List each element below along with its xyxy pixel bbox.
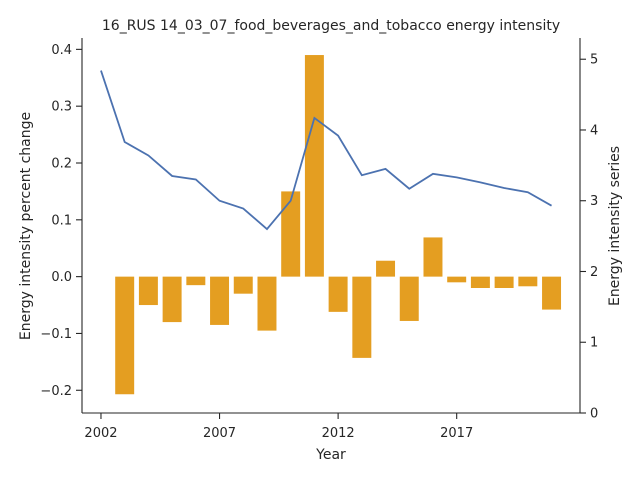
bar	[233, 276, 253, 294]
chart-title: 16_RUS 14_03_07_food_beverages_and_tobac…	[102, 18, 560, 34]
y-ticks-left: −0.2 −0.1 0.0 0.1 0.2 0.3 0.4	[40, 43, 82, 399]
bar	[494, 276, 514, 288]
y-tick-label-left: 0.3	[51, 100, 72, 115]
line-series	[100, 70, 552, 231]
y-tick-label-left: 0.1	[51, 213, 72, 228]
axes	[81, 38, 581, 414]
bar-series	[115, 55, 562, 395]
y-tick-label-left: 0.4	[51, 43, 72, 58]
bar	[542, 276, 562, 310]
bar	[352, 276, 372, 358]
y-ticks-right: 0 1 2 3 4 5	[580, 53, 598, 422]
y-tick-label-left: 0.0	[51, 270, 72, 285]
bar	[162, 276, 182, 323]
bar	[328, 276, 348, 312]
y-tick-label-left: 0.2	[51, 157, 72, 172]
bar	[518, 276, 538, 287]
y-axis-label-right: Energy intensity series	[607, 146, 623, 306]
bar	[115, 276, 135, 395]
bar	[304, 55, 324, 277]
x-axis-label: Year	[315, 447, 346, 463]
bar	[447, 276, 467, 283]
y-tick-label-right: 1	[590, 336, 598, 351]
y-tick-label-left: −0.1	[40, 327, 72, 342]
bar	[257, 276, 277, 331]
y-tick-label-right: 0	[590, 407, 598, 422]
bar	[423, 237, 443, 277]
series-line	[100, 70, 552, 231]
bar	[399, 276, 419, 321]
bar	[376, 260, 396, 277]
y-axis-label-left: Energy intensity percent change	[18, 112, 34, 340]
y-tick-label-right: 2	[590, 265, 598, 280]
y-tick-label-right: 3	[590, 194, 598, 209]
x-tick-label: 2012	[322, 426, 355, 441]
bar	[138, 276, 158, 306]
y-tick-label-left: −0.2	[40, 384, 72, 399]
bar	[470, 276, 490, 288]
bar	[186, 276, 206, 286]
bar	[210, 276, 230, 325]
y-tick-label-right: 4	[590, 123, 598, 138]
x-ticks: 2002 2007 2012 2017	[84, 413, 473, 441]
x-tick-label: 2017	[440, 426, 473, 441]
x-tick-label: 2002	[84, 426, 117, 441]
bar	[281, 191, 301, 277]
y-tick-label-right: 5	[590, 53, 598, 68]
x-tick-label: 2007	[203, 426, 236, 441]
